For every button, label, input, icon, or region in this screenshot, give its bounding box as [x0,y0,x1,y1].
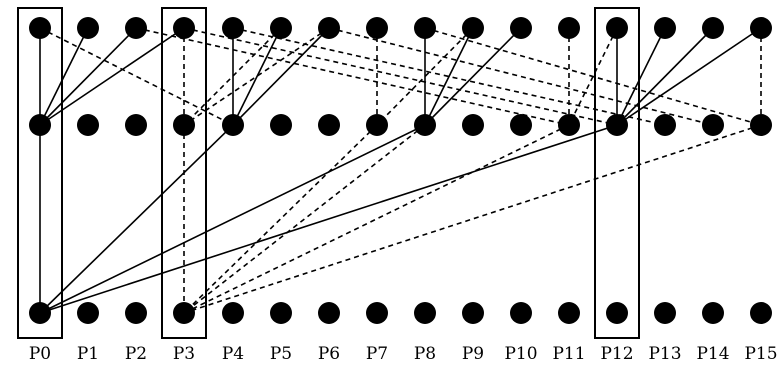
node-p8-middle [414,114,436,136]
nodes [29,17,772,324]
node-p2-top [125,17,147,39]
node-p3-bottom [173,302,195,324]
dashed-edge-11 [183,27,618,126]
node-p8-bottom [414,302,436,324]
dashed-edge-6 [376,27,474,126]
node-p6-bottom [318,302,340,324]
node-p12-top [606,17,628,39]
dashed-edge-17 [183,124,570,314]
label-p1: P1 [77,344,99,364]
node-p14-top [702,17,724,39]
node-p6-top [318,17,340,39]
node-p13-bottom [654,302,676,324]
process-labels: P0 P1 P2 P3 P4 P5 P6 P7 P8 P9 P10 P11 P12 P13 P14 P15 [29,344,778,364]
solid-edge-13 [616,27,714,126]
node-p7-top [366,17,388,39]
label-p6: P6 [318,344,340,364]
node-p10-top [510,17,532,39]
label-p10: P10 [504,344,537,364]
solid-edge-2 [39,27,89,126]
label-p3: P3 [173,344,195,364]
node-p12-bottom [606,302,628,324]
solid-edge-10 [424,27,522,126]
dashed-edge-14 [424,27,762,126]
highlight-boxes [17,7,640,339]
label-p4: P4 [222,344,244,364]
label-p13: P13 [648,344,681,364]
node-p5-middle [270,114,292,136]
label-p12: P12 [600,344,633,364]
solid-edge-7 [232,27,330,126]
dashed-edge-3 [183,27,282,126]
node-p10-bottom [510,302,532,324]
dashed-edge-13 [328,27,714,126]
node-p7-middle [366,114,388,136]
solid-edge-14 [616,27,762,126]
label-p5: P5 [270,344,292,364]
highlight-box-p3 [161,7,207,339]
node-p7-bottom [366,302,388,324]
node-p4-top [222,17,244,39]
node-p3-middle [173,114,195,136]
node-p14-bottom [702,302,724,324]
node-p13-top [654,17,676,39]
node-p14-middle [702,114,724,136]
node-p11-top [558,17,580,39]
highlight-box-p12 [594,7,640,339]
node-p0-top [29,17,51,39]
node-p9-top [462,17,484,39]
solid-edge-6 [232,27,282,126]
node-p1-top [77,17,99,39]
node-p9-middle [462,114,484,136]
node-p1-middle [77,114,99,136]
node-p0-bottom [29,302,51,324]
solid-edge-9 [424,27,474,126]
node-p11-bottom [558,302,580,324]
label-p15: P15 [744,344,777,364]
node-p15-top [750,17,772,39]
node-p3-top [173,17,195,39]
node-p13-middle [654,114,676,136]
highlight-box-p0 [17,7,63,339]
dashed-edge-15 [183,124,378,314]
dashed-edge-10 [135,27,570,126]
solid-edge-15 [39,124,234,314]
node-p10-middle [510,114,532,136]
node-p2-bottom [125,302,147,324]
label-p2: P2 [125,344,147,364]
node-p2-middle [125,114,147,136]
node-p9-bottom [462,302,484,324]
dashed-edge-18 [183,124,762,314]
label-p14: P14 [696,344,729,364]
node-p8-top [414,17,436,39]
node-p15-middle [750,114,772,136]
dashed-edge-16 [183,124,426,314]
node-p1-bottom [77,302,99,324]
label-p8: P8 [414,344,436,364]
edges [39,27,762,314]
node-p11-middle [558,114,580,136]
solid-edge-3 [39,27,137,126]
solid-edge-16 [39,124,426,314]
dashed-edge-12 [232,27,666,126]
label-p7: P7 [366,344,388,364]
node-p12-middle [606,114,628,136]
node-p4-bottom [222,302,244,324]
node-p15-bottom [750,302,772,324]
label-p0: P0 [29,344,51,364]
node-p0-middle [29,114,51,136]
solid-edge-4 [39,27,185,126]
label-p11: P11 [552,344,585,364]
node-p5-bottom [270,302,292,324]
dashed-edge-0 [39,27,234,126]
node-p6-middle [318,114,340,136]
node-p4-middle [222,114,244,136]
solid-edge-17 [39,124,618,314]
node-p5-top [270,17,292,39]
solid-edge-12 [616,27,666,126]
label-p9: P9 [462,344,484,364]
